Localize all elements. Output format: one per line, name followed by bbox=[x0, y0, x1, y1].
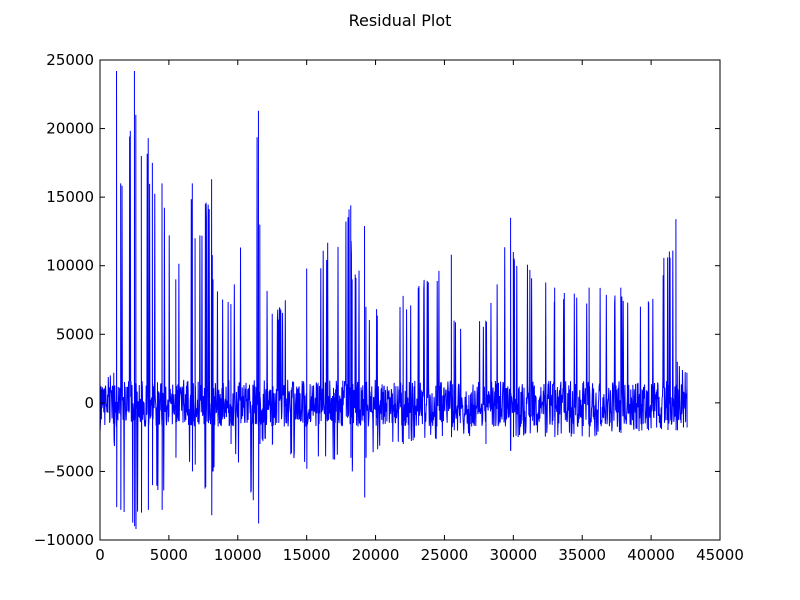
y-tick-label: 20000 bbox=[46, 120, 94, 138]
x-tick-label: 15000 bbox=[283, 546, 331, 564]
axes-frame bbox=[99, 59, 721, 541]
series-line bbox=[100, 70, 688, 530]
x-tick-label: 40000 bbox=[627, 546, 675, 564]
x-tick-label: 0 bbox=[95, 546, 105, 564]
x-tick-label: 5000 bbox=[150, 546, 188, 564]
x-tick-label: 10000 bbox=[214, 546, 262, 564]
x-tick-label: 20000 bbox=[352, 546, 400, 564]
x-tick-label: 30000 bbox=[489, 546, 537, 564]
plot-area bbox=[100, 70, 688, 530]
x-tick-label: 25000 bbox=[421, 546, 469, 564]
x-tick-label: 35000 bbox=[558, 546, 606, 564]
y-tick-label: 10000 bbox=[46, 257, 94, 275]
chart-title: Residual Plot bbox=[349, 11, 452, 30]
y-tick-label: −5000 bbox=[43, 462, 94, 480]
y-tick-label: 15000 bbox=[46, 188, 94, 206]
axes: 0 5000 10000 15000 20000 25000 30000 35000 40000… bbox=[34, 51, 744, 564]
y-tick-label: 5000 bbox=[56, 325, 94, 343]
y-tick-label: −10000 bbox=[34, 531, 94, 549]
y-tick-label: 25000 bbox=[46, 51, 94, 69]
y-tick-label: 0 bbox=[84, 394, 94, 412]
x-tick-label: 45000 bbox=[696, 546, 744, 564]
